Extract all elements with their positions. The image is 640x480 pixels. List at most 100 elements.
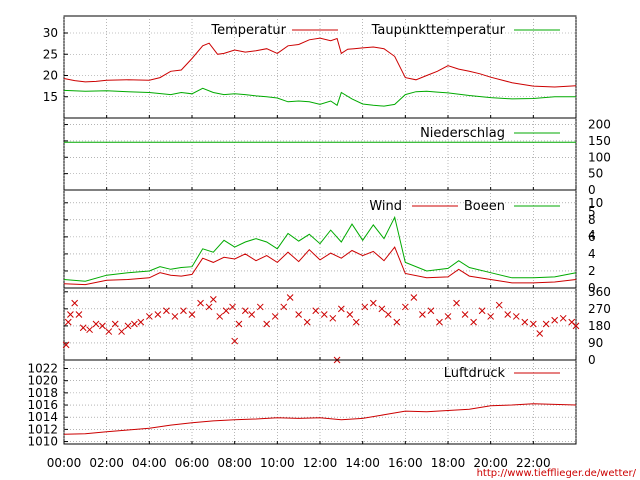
dir-point: [521, 318, 529, 326]
dir-point: [551, 316, 559, 324]
dir-point: [410, 294, 418, 301]
x-tick-label: 20:00: [473, 456, 508, 470]
dir-point: [131, 320, 138, 328]
dir-point: [444, 313, 452, 320]
x-tick-label: 00:00: [47, 456, 82, 470]
dir-point: [361, 303, 369, 311]
dir-point: [427, 307, 435, 315]
dir-point: [263, 320, 271, 328]
dir-point: [312, 307, 320, 315]
rain-tick-label: 200: [588, 118, 611, 132]
dir-panel: 0 90 180 270 360: [62, 285, 611, 367]
dir-point: [320, 311, 328, 318]
dir-point: [231, 337, 239, 345]
dir-point: [495, 301, 503, 309]
dir-point: [222, 307, 230, 315]
dir-point: [241, 307, 249, 315]
x-tick-label: 04:00: [132, 456, 167, 470]
x-tick-label: 14:00: [345, 456, 380, 470]
press-tick-label: 1022: [27, 362, 58, 376]
rain-tick-label: 0: [588, 183, 596, 197]
dir-point: [384, 311, 392, 318]
dir-point: [329, 314, 337, 322]
dir-point: [62, 341, 70, 349]
dir-point: [470, 318, 477, 326]
dir-point: [145, 313, 153, 320]
dir-point: [118, 328, 125, 335]
x-tick-label: 08:00: [217, 456, 252, 470]
temp-legend-label: Temperatur: [210, 23, 286, 38]
dir-point: [504, 311, 512, 318]
dir-point: [256, 303, 264, 311]
dir-point: [346, 311, 354, 318]
dir-point: [271, 313, 279, 320]
temp-series-temperatur-line: [63, 37, 577, 88]
x-tick-label: 18:00: [431, 456, 466, 470]
rain-panel: 0 50 100 150 200 Niederschlag: [63, 117, 611, 197]
press-legend-label: Luftdruck: [444, 366, 506, 381]
rain-legend-label: Niederschlag: [420, 126, 505, 141]
dir-point: [209, 296, 217, 303]
dir-point: [487, 313, 495, 320]
dir-point: [248, 311, 256, 318]
dir-point: [111, 320, 119, 328]
dir-point: [303, 318, 311, 326]
dir-point: [163, 307, 170, 315]
temp-legend-label: Taupunkttemperatur: [371, 23, 506, 38]
dir-point: [512, 313, 520, 320]
temp-panel: 15 20 25 30 Temperatur Taupunkttemperatur: [43, 15, 577, 119]
wind-legend-label: Boeen: [464, 199, 505, 214]
dir-tick-label: 0: [588, 353, 596, 367]
press-tick-label: 1018: [27, 386, 58, 400]
source-url: http://www.tiefflieger.de/wetter/: [477, 468, 637, 479]
press-tick-label: 1012: [27, 422, 58, 436]
dir-point: [286, 294, 294, 301]
wind-tick-label: 2: [588, 264, 596, 278]
wind-tick-label: 8: [588, 213, 596, 227]
dir-point: [529, 320, 537, 328]
dir-point: [86, 326, 93, 334]
wind-tick-label: 4: [588, 247, 596, 261]
temp-tick-label: 25: [43, 47, 58, 61]
x-tick-label: 12:00: [303, 456, 338, 470]
dir-point: [229, 303, 236, 311]
dir-point: [572, 322, 580, 330]
dir-point: [64, 318, 72, 326]
dir-point: [536, 330, 544, 337]
dir-point: [378, 305, 386, 313]
press-tick-label: 1020: [27, 374, 58, 388]
dir-point: [419, 311, 426, 318]
rain-tick-label: 50: [588, 167, 603, 181]
dir-point: [436, 318, 443, 326]
wind-tick-label: 10: [588, 196, 603, 210]
press-tick-label: 1010: [27, 435, 58, 449]
dir-point: [478, 307, 486, 315]
dir-point: [92, 320, 100, 328]
temp-tick-label: 30: [43, 26, 58, 40]
dir-point: [461, 311, 469, 318]
dir-tick-label: 360: [588, 285, 611, 299]
wind-tick-label: 0: [588, 281, 596, 295]
press-tick-label: 1014: [27, 410, 58, 424]
dir-point: [154, 311, 162, 318]
rain-tick-label: 150: [588, 134, 611, 148]
dir-point: [352, 318, 360, 326]
wind-legend-label: Wind: [369, 199, 402, 214]
x-tick-label: 10:00: [260, 456, 295, 470]
dir-point: [453, 299, 460, 307]
rain-tick-label: 100: [588, 150, 611, 164]
dir-point: [235, 320, 243, 328]
dir-point: [216, 313, 224, 320]
dir-point: [197, 299, 204, 307]
temp-tick-label: 20: [43, 69, 58, 83]
x-tick-label: 02:00: [89, 456, 124, 470]
dir-point: [124, 322, 132, 330]
dir-point: [75, 311, 83, 318]
dir-point: [105, 328, 113, 335]
temp-series-taupunkttemperatur-line: [63, 87, 576, 107]
dir-point: [559, 314, 567, 322]
dir-point: [401, 303, 409, 311]
